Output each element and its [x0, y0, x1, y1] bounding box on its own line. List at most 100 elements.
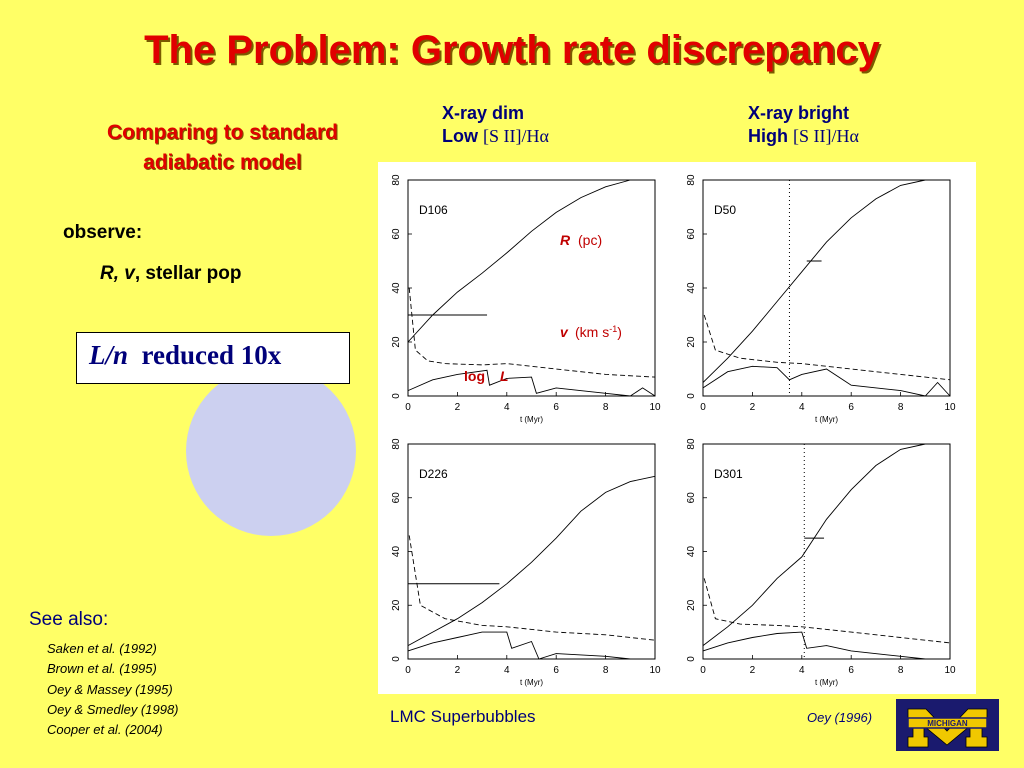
y-tick-label: 0: [686, 393, 697, 399]
y-tick-label: 60: [686, 492, 697, 504]
series-dashed: [408, 287, 656, 378]
x-axis-label: t (Myr): [520, 678, 543, 687]
reference-item: Brown et al. (1995): [47, 661, 157, 677]
annotation-R: R: [560, 232, 571, 248]
column-header-dim-level: Low: [442, 126, 478, 146]
y-tick-label: 40: [686, 546, 697, 558]
x-tick-label: 6: [848, 402, 854, 413]
series-solid: [702, 365, 951, 397]
observe-label: observe:: [63, 222, 143, 243]
observe-items: R, v, stellar pop: [100, 263, 242, 285]
panel-label: D106: [419, 203, 448, 217]
annotation-v: v: [560, 324, 569, 340]
series-dashed: [408, 535, 656, 641]
column-header-bright-level: High: [748, 126, 788, 146]
chart-panel: 0 2 4 6 8 10 0 20 40 60 80 t (Myr) D50: [686, 174, 956, 424]
observe-items-italic: R, v: [100, 263, 135, 284]
x-tick-label: 4: [799, 665, 805, 676]
reference-item: Oey & Massey (1995): [47, 681, 173, 697]
x-tick-label: 10: [649, 665, 661, 676]
x-tick-label: 10: [944, 665, 956, 676]
chart-panel: 0 2 4 6 8 10 0 20 40 60 80 t (Myr) D301: [686, 438, 956, 687]
y-tick-label: 20: [391, 336, 402, 348]
series-dashed: [703, 314, 951, 381]
x-tick-label: 0: [405, 402, 411, 413]
panel-label: D226: [419, 467, 448, 481]
x-tick-label: 6: [553, 665, 559, 676]
column-header-bright-ratio: [S II]/Hα: [793, 126, 859, 146]
y-tick-label: 40: [391, 282, 402, 294]
column-header-dim: X-ray dim Low [S II]/Hα: [442, 102, 549, 148]
x-axis-label: t (Myr): [815, 678, 838, 687]
michigan-logo-graphic: MICHIGAN: [896, 699, 999, 751]
y-tick-label: 80: [686, 174, 697, 186]
series-solid: [407, 631, 655, 660]
series-solid: [702, 179, 926, 383]
x-tick-label: 6: [848, 665, 854, 676]
y-tick-label: 0: [686, 656, 697, 662]
x-axis-label: t (Myr): [815, 415, 838, 424]
figure-caption: LMC Superbubbles: [390, 707, 536, 726]
column-header-dim-ratio: [S II]/Hα: [483, 126, 549, 146]
box-rest: reduced 10x: [141, 340, 282, 370]
annotation-v-unit: (km s-1): [575, 324, 622, 340]
superbubble-figure: 0 2 4 6 8 10 0 20 40 60 80 t (Myr) D106 0 2 4 6 8 10 0 20 40 6…: [378, 162, 976, 694]
x-tick-label: 0: [405, 665, 411, 676]
x-tick-label: 0: [700, 402, 706, 413]
reduced-box: L/n reduced 10x: [76, 332, 350, 384]
y-tick-label: 20: [686, 599, 697, 611]
chart-panel: 0 2 4 6 8 10 0 20 40 60 80 t (Myr) D226: [391, 438, 661, 687]
x-tick-label: 2: [750, 665, 756, 676]
series-dashed: [703, 578, 951, 644]
series-solid: [702, 631, 950, 660]
x-tick-label: 8: [603, 665, 609, 676]
panel-label: D301: [714, 467, 743, 481]
x-tick-label: 6: [553, 402, 559, 413]
column-header-bright: X-ray bright High [S II]/Hα: [748, 102, 859, 148]
y-tick-label: 40: [391, 546, 402, 558]
box-italic: L/n: [89, 340, 129, 370]
x-tick-label: 2: [750, 402, 756, 413]
decorative-circle: [186, 366, 356, 536]
observe-items-rest: , stellar pop: [134, 263, 242, 284]
x-tick-label: 4: [504, 665, 510, 676]
x-tick-label: 10: [944, 402, 956, 413]
series-solid: [407, 369, 656, 397]
x-tick-label: 8: [898, 665, 904, 676]
x-tick-label: 0: [700, 665, 706, 676]
annotation-logL-L: L: [500, 368, 509, 384]
y-tick-label: 80: [686, 438, 697, 450]
y-tick-label: 60: [686, 228, 697, 240]
x-tick-label: 8: [603, 402, 609, 413]
x-tick-label: 8: [898, 402, 904, 413]
x-tick-label: 2: [455, 665, 461, 676]
y-tick-label: 20: [391, 599, 402, 611]
x-tick-label: 10: [649, 402, 661, 413]
y-tick-label: 60: [391, 492, 402, 504]
column-header-bright-line1: X-ray bright: [748, 103, 850, 123]
y-tick-label: 80: [391, 174, 402, 186]
series-solid: [407, 179, 631, 343]
slide-title: The Problem: Growth rate discrepancy: [144, 28, 880, 72]
x-tick-label: 4: [504, 402, 510, 413]
x-tick-label: 4: [799, 402, 805, 413]
panel-label: D50: [714, 203, 736, 217]
annotation-logL-log: log: [464, 368, 485, 384]
reference-item: Saken et al. (1992): [47, 641, 157, 656]
chart-panel: 0 2 4 6 8 10 0 20 40 60 80 t (Myr) D106: [391, 174, 661, 424]
annotation-R-unit: (pc): [578, 232, 602, 248]
reference-item: Cooper et al. (2004): [47, 722, 163, 738]
series-solid: [407, 475, 656, 646]
y-tick-label: 60: [391, 228, 402, 240]
see-also-label: See also:: [29, 609, 109, 630]
reference-list: Saken et al. (1992) Brown et al. (1995) …: [47, 639, 179, 740]
y-tick-label: 40: [686, 282, 697, 294]
figure-citation: Oey (1996): [807, 710, 873, 725]
slide-subtitle: Comparing to standard adiabatic model: [106, 121, 338, 174]
x-tick-label: 2: [455, 402, 461, 413]
y-tick-label: 0: [391, 656, 402, 662]
y-tick-label: 80: [391, 438, 402, 450]
logo-text: MICHIGAN: [927, 719, 968, 728]
plot-frame: [702, 179, 951, 397]
